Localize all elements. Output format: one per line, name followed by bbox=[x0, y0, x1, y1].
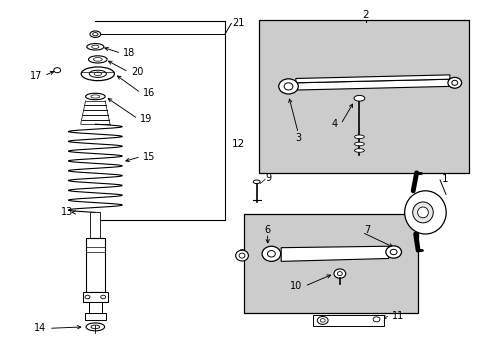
Ellipse shape bbox=[89, 70, 106, 77]
Ellipse shape bbox=[278, 79, 298, 94]
Ellipse shape bbox=[412, 202, 432, 223]
Ellipse shape bbox=[87, 44, 104, 50]
Ellipse shape bbox=[235, 250, 248, 261]
Ellipse shape bbox=[333, 269, 345, 278]
Text: 3: 3 bbox=[295, 132, 301, 143]
Polygon shape bbox=[295, 75, 449, 83]
Text: 6: 6 bbox=[264, 225, 270, 235]
Text: 14: 14 bbox=[34, 323, 46, 333]
Ellipse shape bbox=[317, 316, 327, 324]
Bar bbox=[88, 302, 102, 313]
Ellipse shape bbox=[354, 142, 364, 146]
Bar bbox=[244, 214, 417, 313]
Text: 4: 4 bbox=[330, 119, 337, 129]
Text: 13: 13 bbox=[61, 207, 73, 217]
Ellipse shape bbox=[389, 249, 396, 255]
Bar bbox=[84, 313, 106, 320]
Text: 5: 5 bbox=[416, 225, 422, 235]
Text: 16: 16 bbox=[142, 88, 155, 98]
Ellipse shape bbox=[93, 58, 102, 61]
Text: 2: 2 bbox=[362, 10, 368, 20]
Ellipse shape bbox=[354, 135, 364, 139]
Ellipse shape bbox=[85, 93, 105, 100]
Text: 8: 8 bbox=[238, 249, 244, 259]
Text: 12: 12 bbox=[232, 139, 245, 149]
Polygon shape bbox=[281, 246, 388, 261]
Bar bbox=[259, 20, 468, 173]
Ellipse shape bbox=[101, 295, 105, 299]
Ellipse shape bbox=[262, 246, 280, 261]
Ellipse shape bbox=[88, 56, 107, 63]
Ellipse shape bbox=[372, 317, 379, 322]
Polygon shape bbox=[297, 79, 448, 90]
Ellipse shape bbox=[91, 325, 100, 329]
Text: 21: 21 bbox=[232, 18, 244, 28]
Ellipse shape bbox=[353, 95, 364, 101]
Ellipse shape bbox=[354, 149, 364, 152]
Ellipse shape bbox=[284, 83, 292, 90]
Ellipse shape bbox=[267, 251, 275, 257]
Ellipse shape bbox=[404, 191, 446, 234]
Ellipse shape bbox=[91, 95, 100, 98]
Ellipse shape bbox=[451, 80, 457, 85]
Ellipse shape bbox=[81, 67, 114, 81]
Text: 20: 20 bbox=[131, 67, 143, 77]
Text: 11: 11 bbox=[391, 311, 404, 321]
Bar bbox=[90, 212, 100, 238]
Ellipse shape bbox=[447, 77, 461, 88]
Ellipse shape bbox=[92, 45, 99, 49]
Text: 7: 7 bbox=[364, 225, 370, 235]
Text: 15: 15 bbox=[142, 152, 155, 162]
Ellipse shape bbox=[320, 319, 325, 322]
Ellipse shape bbox=[54, 68, 61, 73]
Ellipse shape bbox=[337, 271, 342, 276]
Ellipse shape bbox=[239, 253, 244, 258]
Bar bbox=[82, 292, 108, 302]
Bar bbox=[86, 238, 104, 292]
Ellipse shape bbox=[93, 32, 98, 36]
Text: 18: 18 bbox=[123, 48, 135, 58]
Ellipse shape bbox=[94, 72, 102, 76]
Ellipse shape bbox=[90, 31, 101, 37]
Text: 10: 10 bbox=[289, 281, 302, 291]
Ellipse shape bbox=[385, 246, 401, 258]
Text: 17: 17 bbox=[30, 71, 42, 81]
Text: 19: 19 bbox=[140, 114, 152, 124]
Ellipse shape bbox=[86, 323, 104, 331]
Ellipse shape bbox=[253, 180, 260, 184]
Text: 1: 1 bbox=[441, 174, 448, 184]
Text: 9: 9 bbox=[264, 173, 271, 183]
Bar bbox=[312, 315, 383, 326]
Ellipse shape bbox=[85, 295, 90, 299]
Ellipse shape bbox=[417, 207, 427, 218]
